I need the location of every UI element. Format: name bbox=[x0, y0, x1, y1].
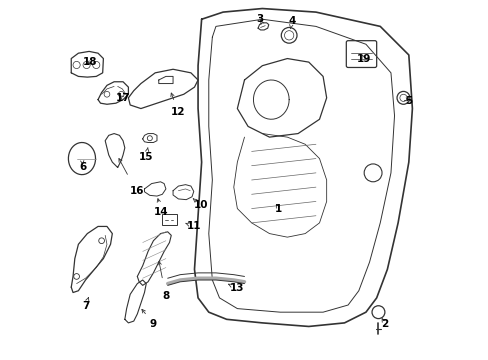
Text: 17: 17 bbox=[116, 93, 130, 103]
Text: 3: 3 bbox=[255, 14, 263, 23]
Text: 1: 1 bbox=[274, 203, 282, 213]
Text: 9: 9 bbox=[149, 319, 157, 329]
Text: 14: 14 bbox=[154, 207, 168, 217]
Text: 16: 16 bbox=[129, 186, 143, 197]
Text: 6: 6 bbox=[79, 162, 86, 172]
Text: 15: 15 bbox=[139, 152, 153, 162]
Text: 11: 11 bbox=[187, 221, 202, 231]
Text: 13: 13 bbox=[230, 283, 244, 293]
Text: 2: 2 bbox=[381, 319, 388, 329]
Text: 18: 18 bbox=[83, 57, 97, 67]
Text: 12: 12 bbox=[171, 107, 185, 117]
Text: 10: 10 bbox=[193, 200, 208, 210]
Text: 19: 19 bbox=[356, 54, 370, 64]
Text: 7: 7 bbox=[81, 301, 89, 311]
Text: 5: 5 bbox=[405, 96, 411, 107]
Text: 4: 4 bbox=[288, 16, 295, 26]
Text: 8: 8 bbox=[162, 291, 169, 301]
